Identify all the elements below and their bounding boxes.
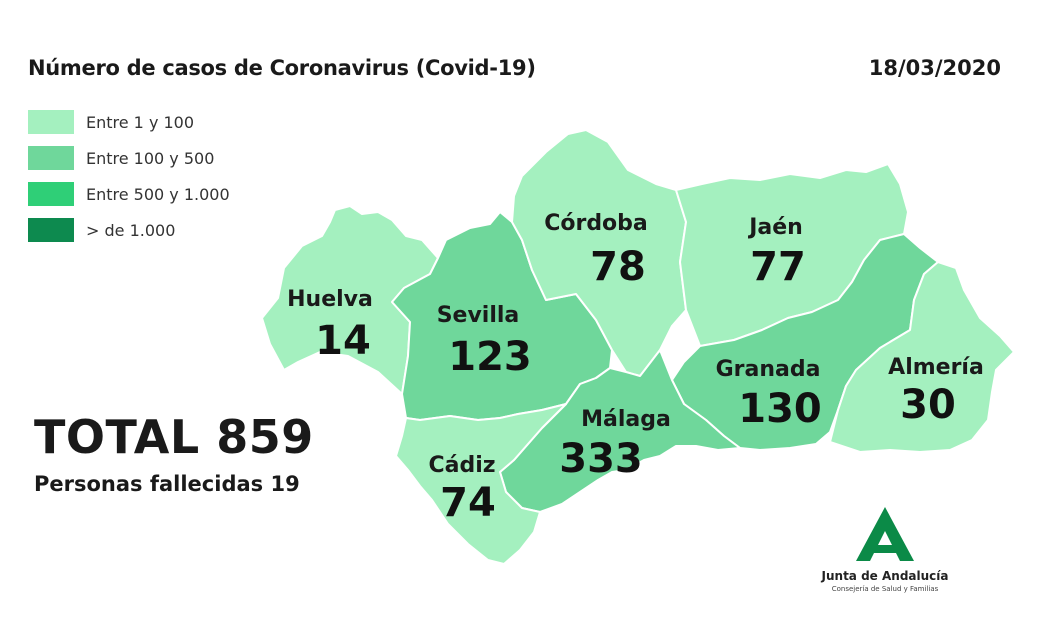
legend-label: Entre 1 y 100 xyxy=(86,112,195,132)
legend-item-over-1000: > de 1.000 xyxy=(28,212,230,248)
legend-item-500-1000: Entre 500 y 1.000 xyxy=(28,176,230,212)
total-cases: TOTAL 859 xyxy=(34,410,314,464)
legend-label: > de 1.000 xyxy=(86,220,176,240)
map-title: Número de casos de Coronavirus (Covid-19… xyxy=(28,56,536,80)
label-jaen: Jaén xyxy=(747,215,803,240)
legend: Entre 1 y 100 Entre 100 y 500 Entre 500 … xyxy=(28,104,230,248)
logo-name: Junta de Andalucía xyxy=(821,569,949,583)
count-cordoba: 78 xyxy=(590,244,646,290)
deaths-count: Personas fallecidas 19 xyxy=(34,472,300,496)
legend-swatch xyxy=(28,182,74,206)
province-cadiz xyxy=(395,403,567,565)
count-malaga: 333 xyxy=(559,436,643,482)
legend-swatch xyxy=(28,146,74,170)
count-jaen: 77 xyxy=(750,244,806,290)
label-malaga: Málaga xyxy=(581,407,671,432)
count-almeria: 30 xyxy=(900,382,956,428)
count-cadiz: 74 xyxy=(440,480,496,526)
count-granada: 130 xyxy=(738,386,822,432)
legend-swatch xyxy=(28,110,74,134)
label-cordoba: Córdoba xyxy=(544,211,648,236)
legend-item-1-100: Entre 1 y 100 xyxy=(28,104,230,140)
label-granada: Granada xyxy=(716,357,821,382)
legend-label: Entre 500 y 1.000 xyxy=(86,184,230,204)
province-almeria xyxy=(829,261,1015,453)
label-almeria: Almería xyxy=(888,355,984,380)
legend-item-100-500: Entre 100 y 500 xyxy=(28,140,230,176)
province-labels: Huelva 14 Sevilla 123 Córdoba 78 Jaén 77… xyxy=(287,211,984,526)
label-sevilla: Sevilla xyxy=(437,303,520,328)
legend-label: Entre 100 y 500 xyxy=(86,148,215,168)
legend-swatch xyxy=(28,218,74,242)
junta-a-emblem-icon xyxy=(856,507,914,561)
count-sevilla: 123 xyxy=(448,334,532,380)
count-huelva: 14 xyxy=(315,318,371,364)
report-date: 18/03/2020 xyxy=(868,56,1001,80)
logo-subtitle: Consejería de Salud y Familias xyxy=(831,585,939,593)
label-huelva: Huelva xyxy=(287,287,373,312)
junta-andalucia-logo: Junta de Andalucía Consejería de Salud y… xyxy=(820,505,950,593)
label-cadiz: Cádiz xyxy=(428,453,495,478)
